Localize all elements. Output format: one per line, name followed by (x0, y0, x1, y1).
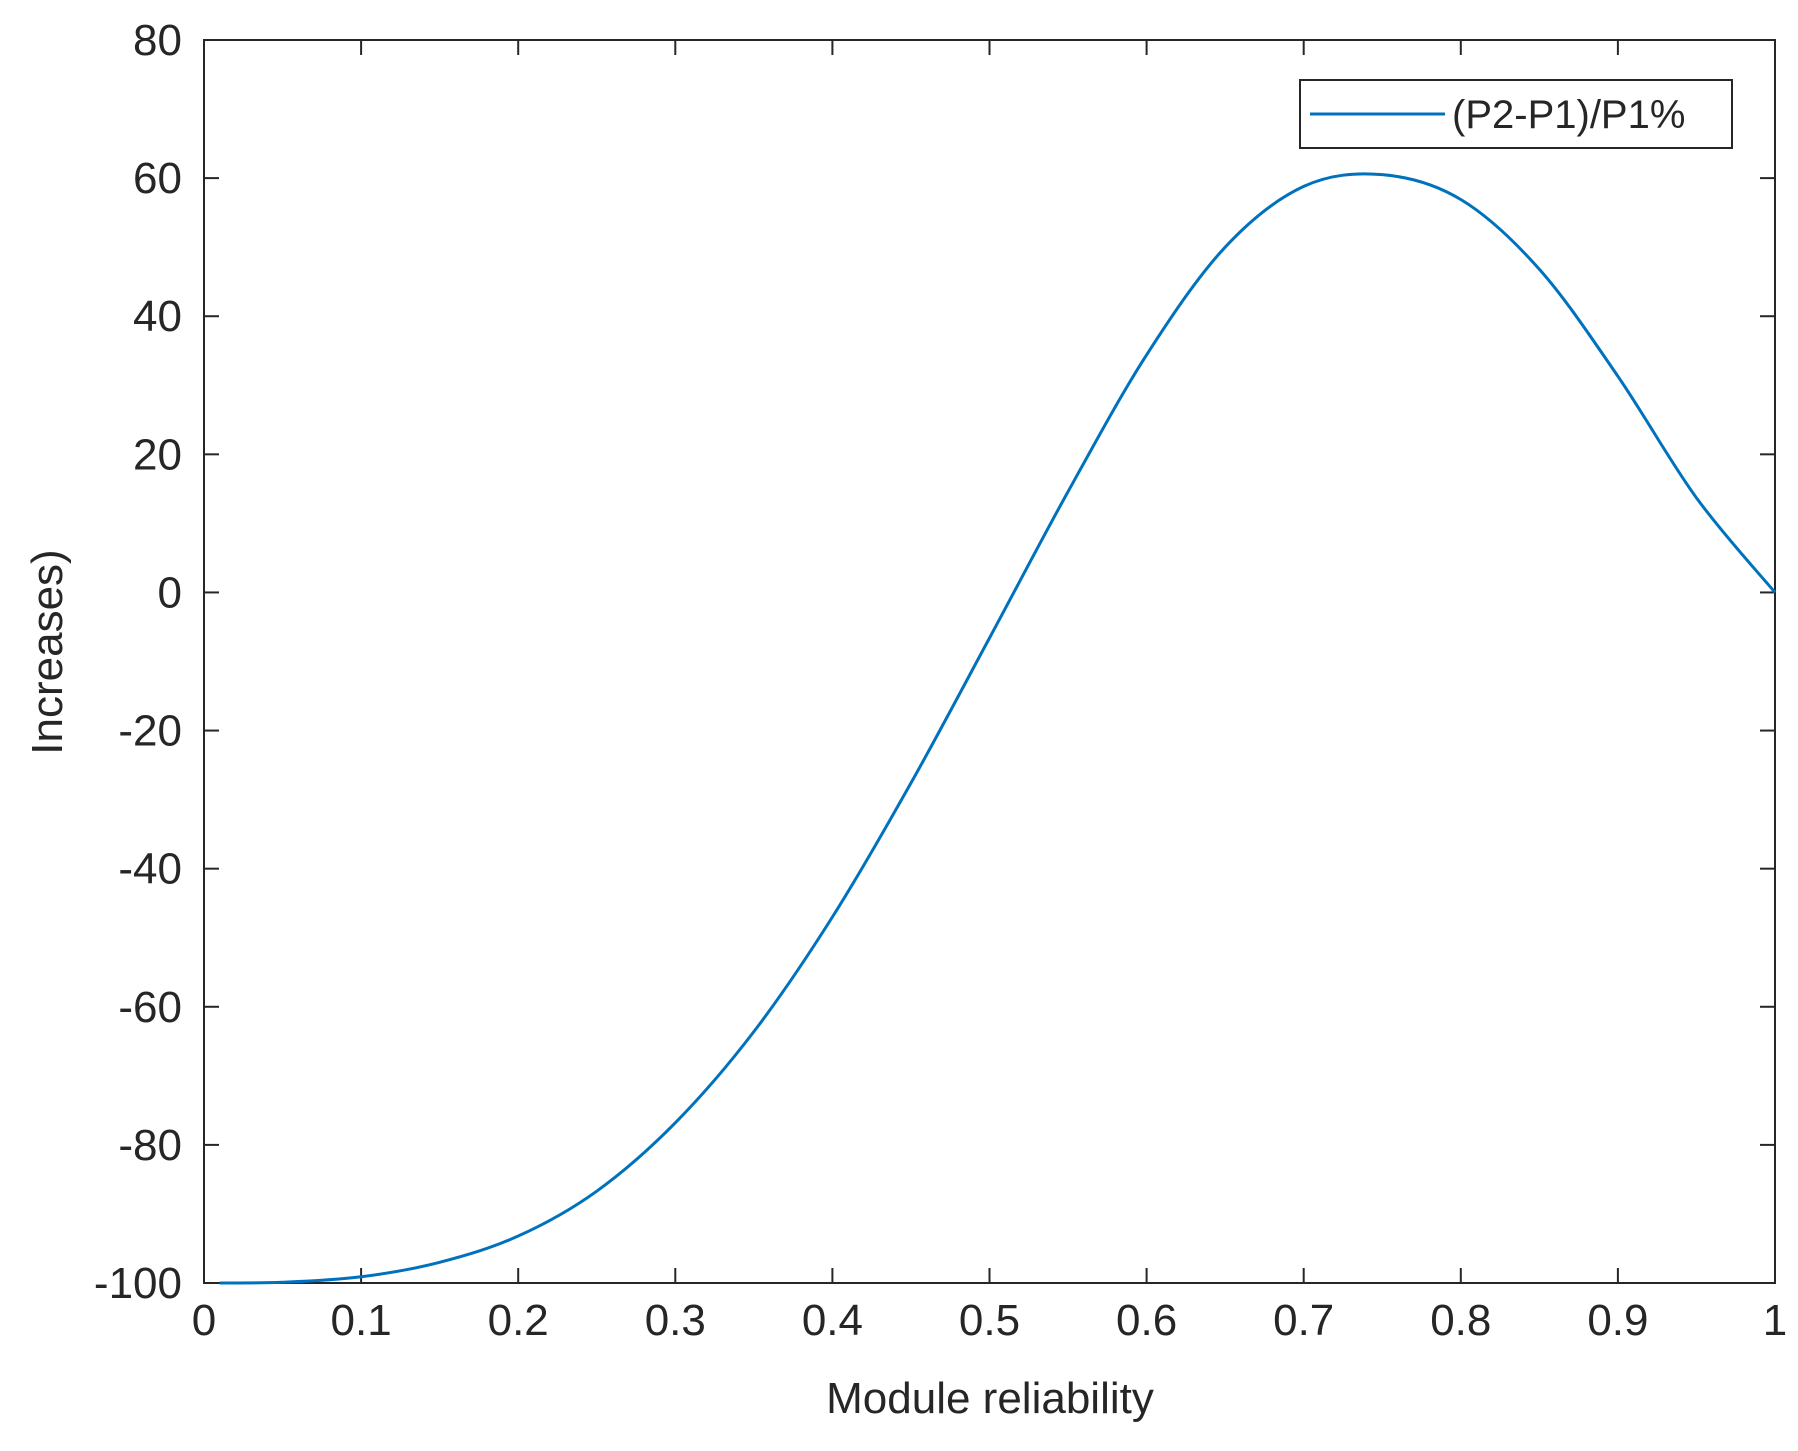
x-tick-label: 0.6 (1116, 1296, 1177, 1345)
x-tick-label: 0.8 (1430, 1296, 1491, 1345)
x-tick-label: 0.1 (331, 1296, 392, 1345)
y-axis-ticks: 80 60 40 20 0 -20 -40 -60 -80 -100 (94, 16, 1775, 1308)
legend: (P2-P1)/P1% (1299, 79, 1733, 149)
x-tick-label: 0 (192, 1296, 216, 1345)
y-tick-label: -20 (118, 707, 182, 756)
x-tick-label: 0.2 (488, 1296, 549, 1345)
y-axis-label: Increases) (23, 549, 72, 754)
y-tick-label: 20 (133, 430, 182, 479)
y-tick-label: 60 (133, 154, 182, 203)
y-tick-label: -40 (118, 845, 182, 894)
y-tick-label: -80 (118, 1121, 182, 1170)
legend-entry-label: (P2-P1)/P1% (1452, 93, 1685, 137)
series-layer (219, 172, 1777, 1285)
axes-box (203, 39, 1776, 1284)
x-axis-ticks: 0 0.1 0.2 0.3 0.4 0.5 0.6 0.7 0.8 0.9 1 (192, 40, 1787, 1345)
x-tick-label: 1 (1763, 1296, 1787, 1345)
plot-area (203, 39, 1776, 1284)
y-tick-label: -100 (94, 1259, 182, 1308)
series-line (219, 172, 1777, 1285)
x-tick-label: 0.5 (959, 1296, 1020, 1345)
x-axis-label: Module reliability (826, 1374, 1154, 1423)
y-tick-label: 40 (133, 292, 182, 341)
x-tick-label: 0.4 (802, 1296, 863, 1345)
y-tick-label: 0 (158, 568, 182, 617)
x-tick-label: 0.7 (1273, 1296, 1334, 1345)
y-tick-label: -60 (118, 983, 182, 1032)
x-tick-label: 0.3 (645, 1296, 706, 1345)
y-tick-label: 80 (133, 16, 182, 65)
x-tick-label: 0.9 (1587, 1296, 1648, 1345)
